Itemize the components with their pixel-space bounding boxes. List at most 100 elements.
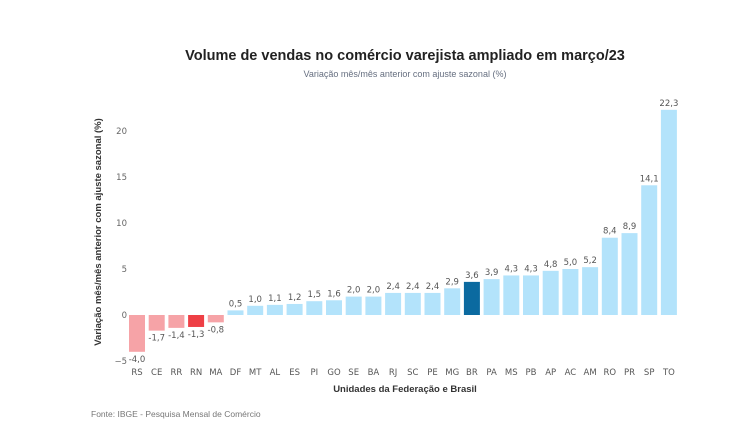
x-tick-label-se: SE — [348, 368, 359, 378]
bar-ma — [207, 315, 224, 323]
x-tick-label-mt: MT — [249, 368, 262, 378]
value-label-al: 1,1 — [268, 294, 282, 304]
x-tick-label-pb: PB — [526, 368, 537, 378]
value-label-sp: 14,1 — [640, 174, 659, 184]
value-label-ba: 2,0 — [367, 286, 381, 296]
x-tick-label-pa: PA — [486, 368, 497, 378]
x-tick-label-sp: SP — [644, 368, 655, 378]
bar-rs — [129, 315, 145, 352]
value-label-rj: 2,4 — [386, 282, 400, 292]
x-tick-label-pr: PR — [624, 368, 635, 378]
x-tick-label-ma: MA — [209, 368, 222, 378]
bar-pi — [306, 301, 323, 315]
bars — [129, 109, 677, 352]
x-tick-label-ap: AP — [545, 368, 556, 378]
x-tick-label-rn: RN — [190, 368, 202, 378]
x-tick-label-ac: AC — [565, 368, 577, 378]
x-tick-label-pe: PE — [427, 368, 438, 378]
chart-subtitle: Variação mês/mês anterior com ajuste saz… — [303, 69, 507, 79]
x-tick-label-to: TO — [662, 368, 675, 378]
x-tick-label-rj: RJ — [389, 368, 397, 378]
value-label-ro: 8,4 — [603, 227, 617, 237]
x-tick-label-ce: CE — [151, 368, 162, 378]
value-label-pr: 8,9 — [623, 222, 637, 232]
value-label-ms: 4,3 — [505, 264, 519, 274]
bar-mt — [247, 305, 264, 315]
y-tick-label: 20 — [116, 127, 127, 137]
bar-se — [345, 296, 362, 315]
bar-br — [463, 281, 480, 315]
x-tick-label-pi: PI — [310, 368, 318, 378]
x-tick-label-ba: BA — [368, 368, 380, 378]
value-label-am: 5,2 — [583, 256, 597, 266]
value-label-pa: 3,9 — [485, 268, 499, 278]
value-labels: -4,0 -1,7 -1,4 -1,3 -0,8 0,5 1,0 1,1 1,2 1,5 1,6 2,… — [129, 99, 679, 365]
value-label-df: 0,5 — [229, 299, 243, 309]
bar-rr — [168, 315, 185, 328]
bar-ce — [148, 315, 165, 331]
bar-es — [286, 303, 303, 315]
bar-ac — [562, 269, 579, 315]
y-tick-label: 15 — [116, 173, 127, 183]
bar-sp — [641, 185, 658, 315]
value-label-go: 1,6 — [327, 289, 341, 299]
value-label-pb: 4,3 — [524, 264, 538, 274]
y-tick-label: 0 — [122, 311, 127, 321]
y-axis: −5 0 5 10 15 20 — [114, 127, 127, 367]
x-tick-label-mg: MG — [445, 368, 459, 378]
x-tick-label-al: AL — [270, 368, 281, 378]
bar-go — [326, 300, 342, 315]
x-tick-label-am: AM — [584, 368, 597, 378]
value-label-rr: -1,4 — [168, 331, 185, 341]
bar-rn — [188, 315, 205, 327]
value-label-ma: -0,8 — [208, 325, 225, 335]
x-tick-label-rs: RS — [131, 368, 142, 378]
value-label-br: 3,6 — [465, 271, 479, 281]
bar-al — [266, 304, 283, 315]
value-label-es: 1,2 — [288, 293, 302, 303]
bar-pr — [621, 233, 638, 315]
bar-pe — [424, 292, 441, 315]
bar-ro — [601, 237, 618, 315]
x-tick-label-go: GO — [327, 368, 341, 378]
source-note: Fonte: IBGE - Pesquisa Mensal de Comérci… — [91, 409, 261, 419]
value-label-pe: 2,4 — [426, 282, 440, 292]
x-tick-label-ro: RO — [603, 368, 616, 378]
x-tick-label-rr: RR — [170, 368, 182, 378]
value-label-ac: 5,0 — [564, 258, 578, 268]
bar-ap — [542, 270, 559, 315]
y-axis-title: Variação mês/mês anterior com ajuste saz… — [93, 118, 104, 346]
value-label-mt: 1,0 — [248, 295, 262, 305]
value-label-sc: 2,4 — [406, 282, 420, 292]
y-tick-label: −5 — [114, 357, 127, 367]
bar-mg — [444, 288, 461, 315]
y-tick-label: 5 — [122, 265, 127, 275]
x-tick-label-br: BR — [466, 368, 478, 378]
bar-df — [227, 310, 244, 315]
x-tick-label-es: ES — [289, 368, 300, 378]
chart-title: Volume de vendas no comércio varejista a… — [185, 48, 625, 64]
value-label-se: 2,0 — [347, 286, 361, 296]
value-label-rn: -1,3 — [188, 330, 205, 340]
y-tick-label: 10 — [116, 219, 127, 229]
bar-ms — [503, 275, 520, 315]
x-axis: RS CE RR RN MA DF MT AL ES PI GO SE BA RJ SC PE MG BR PA MS… — [131, 368, 675, 378]
bar-ba — [365, 296, 382, 315]
x-tick-label-ms: MS — [505, 368, 518, 378]
bar-sc — [404, 292, 421, 315]
bar-rj — [385, 292, 402, 315]
x-tick-label-df: DF — [230, 368, 242, 378]
x-axis-title: Unidades da Federação e Brasil — [333, 384, 477, 395]
value-label-rs: -4,0 — [129, 355, 146, 365]
value-label-to: 22,3 — [659, 99, 678, 109]
x-tick-label-sc: SC — [407, 368, 418, 378]
value-label-ap: 4,8 — [544, 260, 558, 270]
value-label-ce: -1,7 — [148, 334, 165, 344]
bar-am — [582, 267, 599, 315]
value-label-mg: 2,9 — [445, 277, 459, 287]
bar-to — [660, 109, 677, 315]
bar-pa — [483, 279, 500, 315]
value-label-pi: 1,5 — [308, 290, 322, 300]
bar-pb — [523, 275, 539, 315]
